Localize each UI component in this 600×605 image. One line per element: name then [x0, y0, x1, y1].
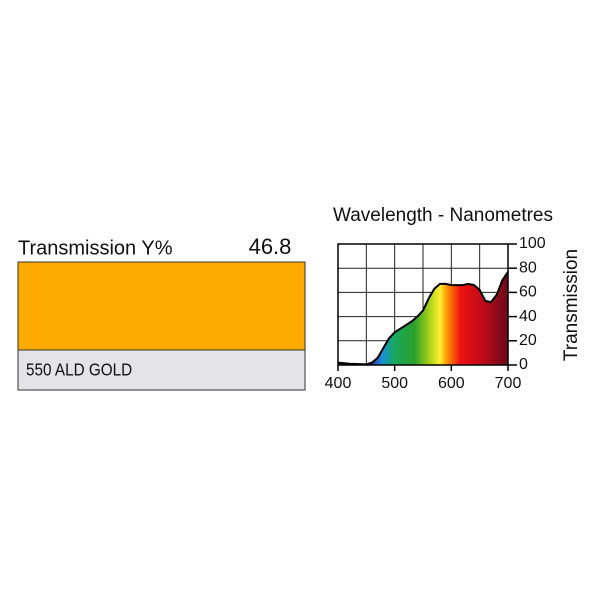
x-tick-label: 600 [438, 375, 465, 392]
transmission-line [337, 271, 509, 366]
y-tick-label: 20 [519, 332, 537, 349]
x-tick-label: 700 [495, 375, 522, 392]
plot-border [337, 243, 509, 366]
transmission-label: Transmission Y% [18, 237, 173, 259]
y-tick-label: 80 [519, 259, 537, 276]
name-band [17, 349, 306, 391]
chart-title: Wavelength - Nanometres [333, 205, 553, 226]
y-axis-label: Transmission [561, 249, 582, 361]
y-tick-label: 60 [519, 284, 537, 301]
y-tick-label: 100 [519, 235, 546, 252]
x-tick-label: 500 [381, 375, 408, 392]
x-tick-label: 400 [325, 375, 352, 392]
y-tick-label: 0 [519, 356, 528, 373]
filter-name: 550 ALD GOLD [26, 360, 132, 380]
plot: 0 20 40 60 80 100 400 500 600 700 [325, 235, 546, 392]
y-tick-label: 40 [519, 308, 537, 325]
transmission-area [338, 271, 508, 365]
transmission-value: 46.8 [249, 234, 292, 259]
color-swatch [17, 261, 306, 351]
